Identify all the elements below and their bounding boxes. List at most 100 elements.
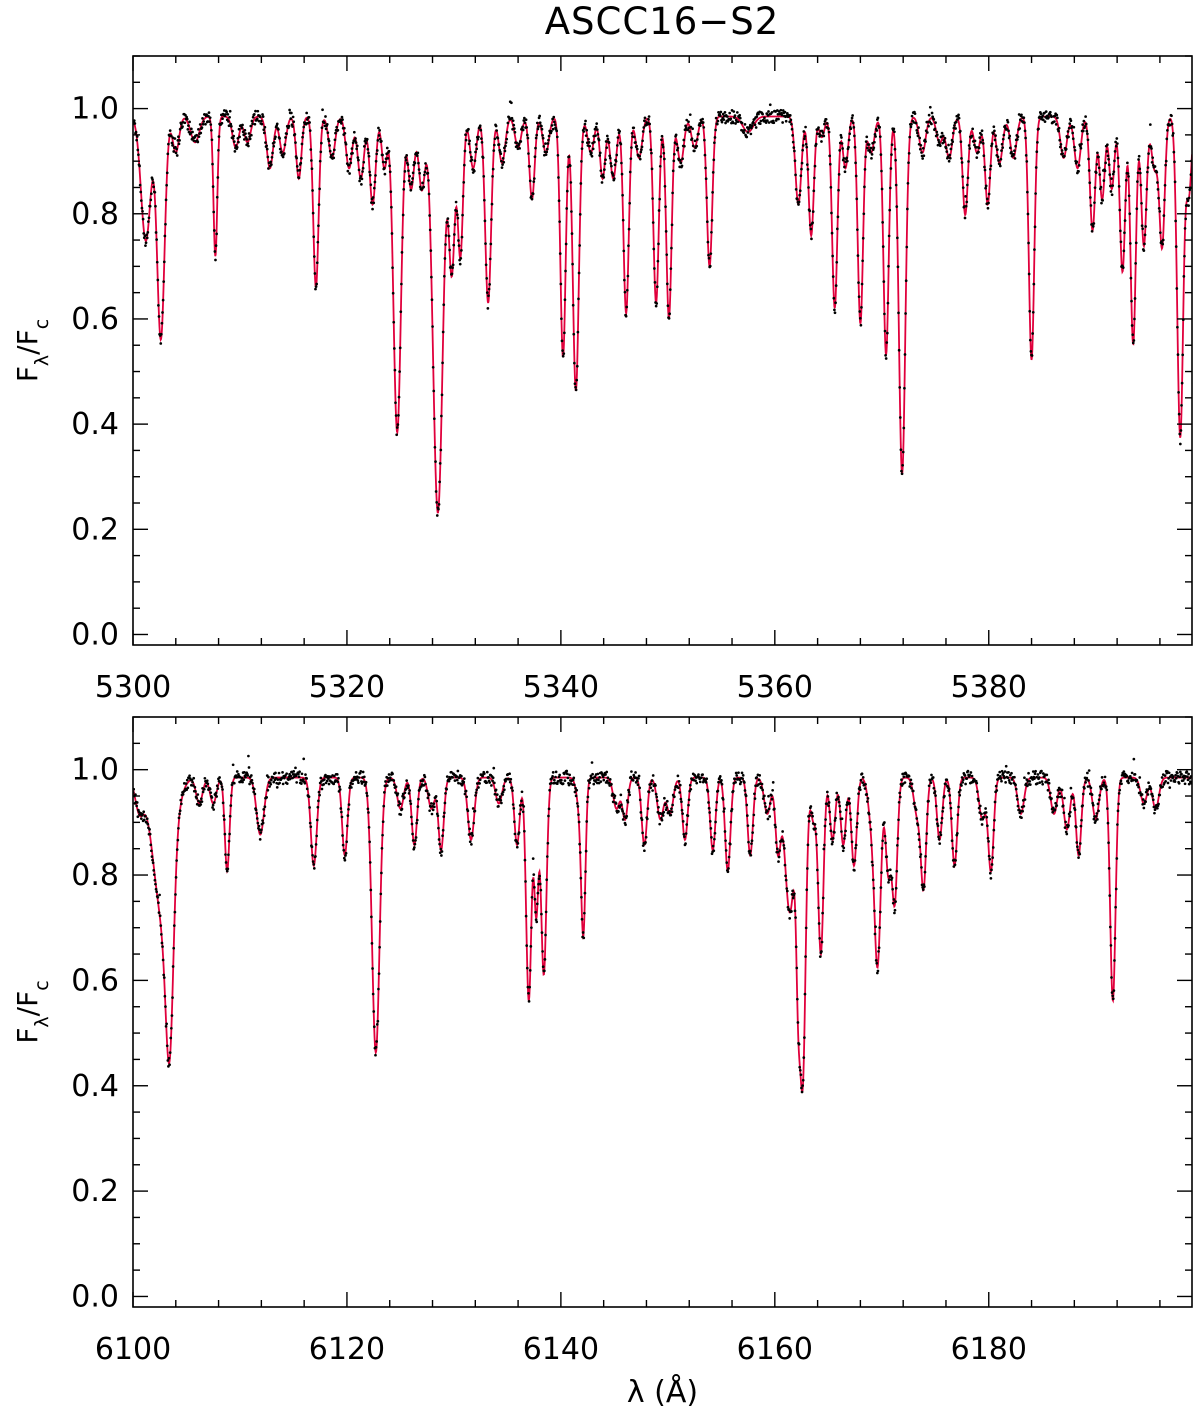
observed-point — [985, 815, 989, 819]
observed-point — [644, 835, 648, 839]
observed-point — [797, 200, 801, 204]
observed-point — [966, 183, 969, 187]
observed-point — [1187, 196, 1191, 200]
observed-point — [695, 144, 699, 148]
observed-point — [870, 860, 874, 864]
observed-point — [177, 826, 180, 830]
observed-point — [235, 770, 239, 773]
observed-point — [784, 874, 787, 878]
observed-point — [650, 782, 653, 786]
observed-point — [169, 1036, 173, 1040]
observed-point — [160, 321, 164, 325]
observed-point — [876, 969, 880, 973]
observed-point — [1178, 770, 1182, 774]
observed-point — [629, 775, 633, 779]
observed-point — [1163, 183, 1167, 187]
model-spectrum-line — [133, 115, 1192, 514]
observed-point — [1146, 793, 1150, 796]
y-axis-label-top: Fλ/Fc — [11, 319, 53, 382]
observed-point — [1129, 276, 1133, 280]
observed-point — [434, 460, 437, 463]
observed-point — [947, 787, 951, 791]
observed-point — [248, 782, 251, 786]
observed-point — [243, 128, 247, 132]
observed-point — [874, 925, 877, 929]
observed-point — [407, 792, 411, 795]
observed-point — [663, 796, 666, 800]
observed-point — [280, 150, 283, 154]
observed-point — [249, 124, 253, 128]
observed-point — [724, 849, 728, 852]
observed-point — [803, 1036, 806, 1039]
observed-point — [671, 803, 674, 807]
observed-point — [763, 801, 767, 805]
observed-point — [430, 275, 433, 279]
observed-point — [767, 794, 770, 798]
observed-point — [947, 159, 951, 163]
observed-point — [1027, 272, 1031, 276]
observed-point — [171, 996, 174, 999]
observed-point — [435, 501, 439, 504]
observed-point — [603, 168, 606, 171]
observed-point — [301, 131, 305, 135]
observed-point — [1001, 137, 1005, 141]
observed-point — [480, 140, 484, 144]
observed-point — [944, 146, 948, 150]
observed-point — [1108, 925, 1112, 929]
observed-point — [398, 802, 402, 806]
observed-point — [989, 876, 993, 880]
observed-point — [133, 122, 137, 125]
observed-point — [681, 820, 685, 823]
observed-point — [487, 776, 490, 779]
observed-point — [1061, 152, 1065, 155]
observed-point — [583, 122, 587, 126]
observed-point — [970, 774, 974, 778]
observed-point — [238, 135, 241, 139]
observed-point — [582, 130, 586, 133]
observed-point — [315, 818, 319, 822]
observed-point — [1124, 199, 1127, 202]
observed-point — [288, 777, 292, 781]
observed-point — [1164, 779, 1167, 783]
observed-point — [555, 129, 559, 133]
observed-point — [881, 839, 884, 843]
observed-point — [271, 776, 275, 779]
observed-point — [768, 815, 772, 818]
observed-point — [621, 809, 624, 813]
observed-point — [543, 958, 547, 961]
observed-point — [1031, 332, 1035, 335]
observed-point — [831, 837, 835, 840]
x-tick-label: 5340 — [523, 670, 599, 705]
observed-point — [594, 125, 598, 129]
observed-point — [289, 774, 293, 778]
observed-point — [888, 868, 892, 872]
observed-point — [864, 782, 867, 786]
observed-point — [308, 121, 311, 124]
observed-point — [233, 150, 237, 153]
observed-point — [991, 132, 995, 135]
observed-point — [1141, 798, 1145, 801]
observed-point — [1103, 169, 1107, 173]
observed-point — [811, 814, 814, 818]
observed-point — [977, 146, 981, 150]
observed-point — [183, 121, 187, 125]
observed-point — [365, 791, 369, 795]
observed-point — [921, 157, 925, 160]
observed-point — [767, 110, 770, 113]
observed-point — [165, 1022, 168, 1026]
observed-point — [857, 281, 860, 284]
observed-point — [837, 800, 841, 804]
observed-point — [741, 774, 745, 777]
observed-point — [397, 414, 400, 417]
observed-point — [217, 135, 221, 138]
observed-point — [1134, 241, 1138, 245]
observed-point — [675, 142, 679, 146]
observed-point — [561, 354, 565, 358]
observed-point — [844, 808, 848, 812]
y-axis-label-sub-c: c — [31, 319, 53, 329]
observed-point — [301, 135, 304, 139]
observed-point — [442, 274, 446, 278]
observed-point — [712, 849, 716, 853]
observed-point — [1144, 225, 1147, 228]
observed-point — [159, 342, 163, 345]
